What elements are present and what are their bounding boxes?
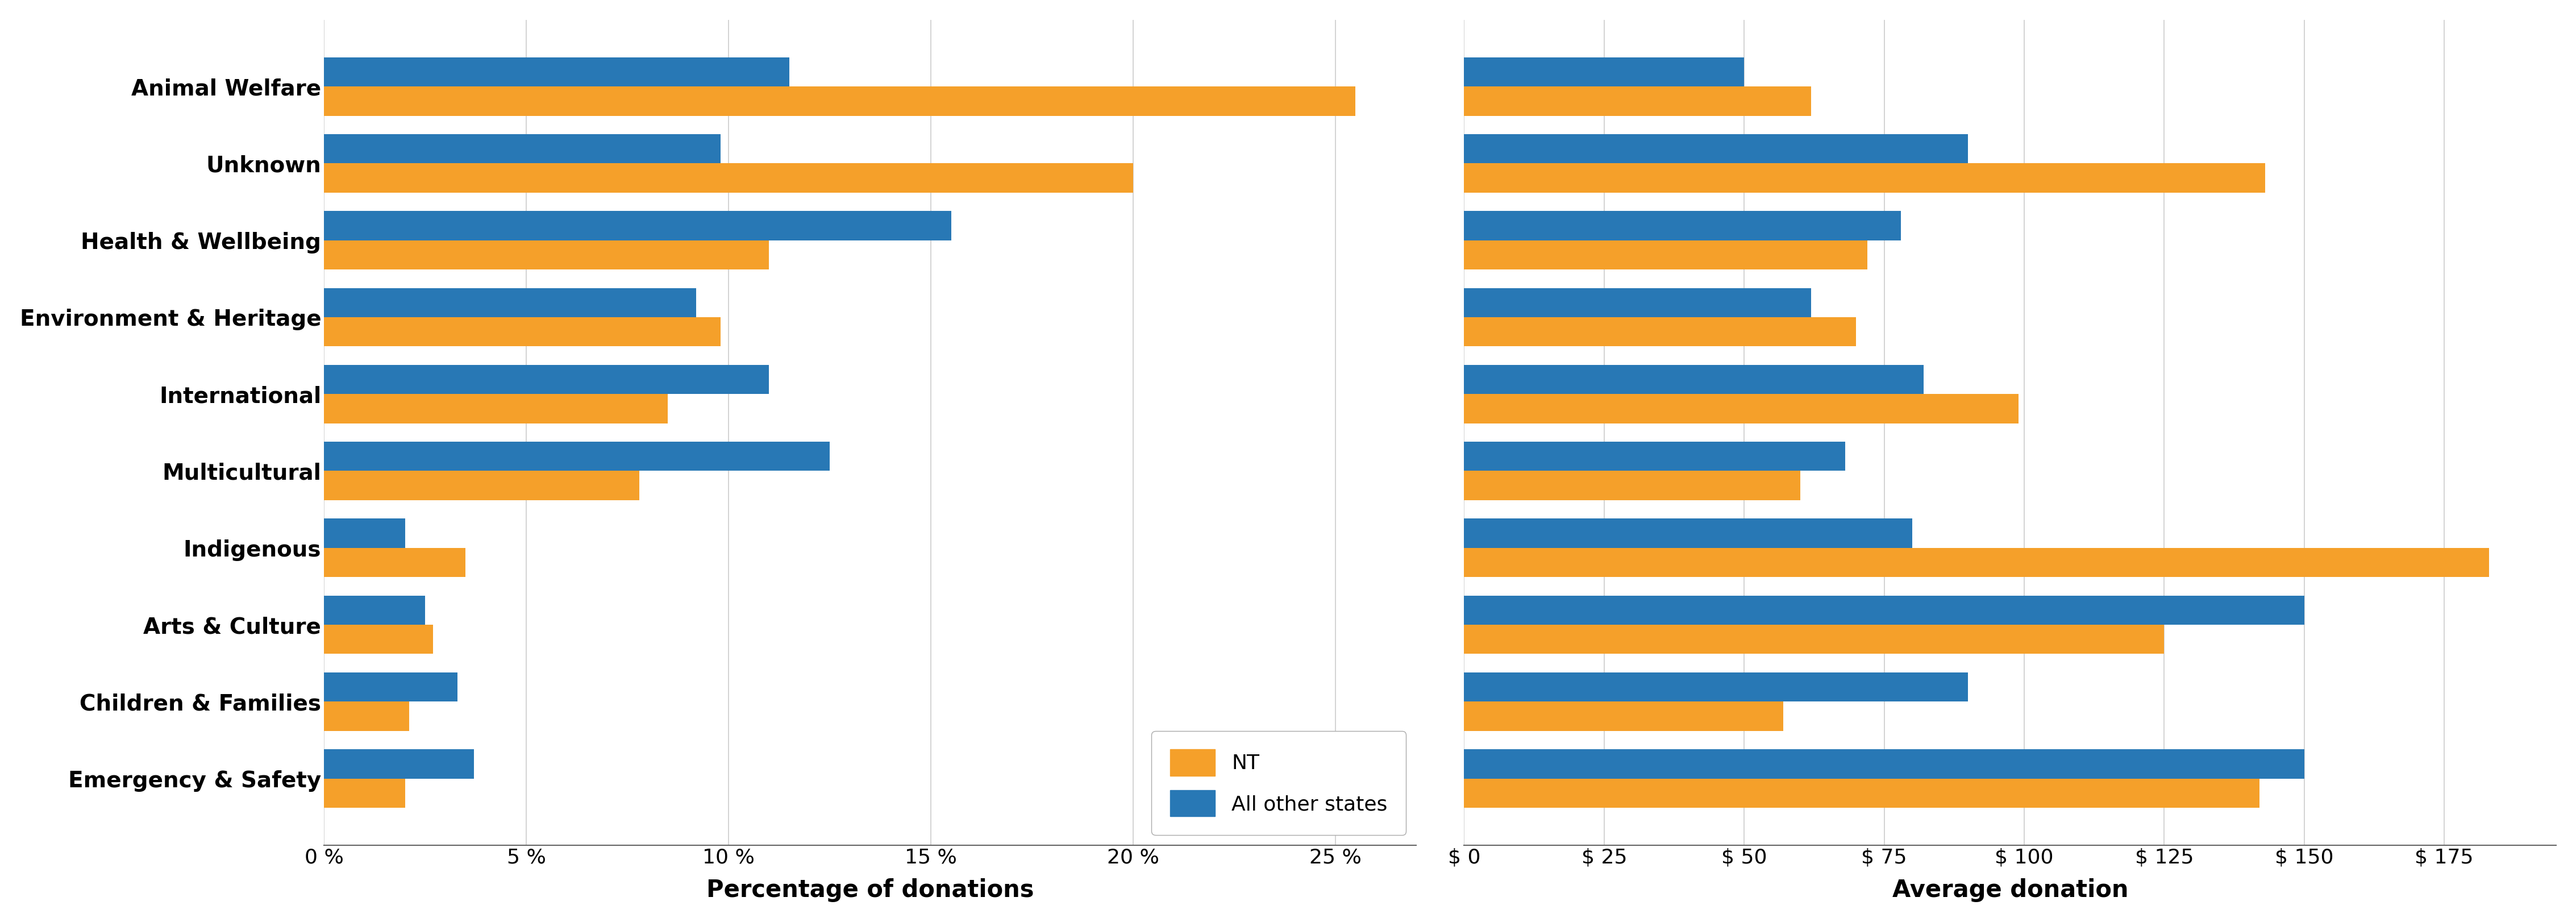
Bar <box>325 778 404 808</box>
Bar <box>1463 365 1924 394</box>
Bar <box>325 288 696 317</box>
Bar <box>1463 702 1783 731</box>
Bar <box>325 518 404 548</box>
Bar <box>1463 211 1901 241</box>
Bar <box>325 702 410 731</box>
Bar <box>1463 394 2020 423</box>
Bar <box>1463 778 2259 808</box>
Bar <box>1463 596 2303 625</box>
Bar <box>325 596 425 625</box>
Bar <box>325 394 667 423</box>
Bar <box>1463 548 2488 577</box>
X-axis label: Average donation: Average donation <box>1893 879 2128 903</box>
Bar <box>325 57 788 87</box>
Bar <box>325 625 433 654</box>
Bar <box>1463 317 1857 347</box>
Bar <box>1463 518 1911 548</box>
Bar <box>325 548 466 577</box>
Bar <box>1463 288 1811 317</box>
Bar <box>325 87 1355 115</box>
Bar <box>325 365 770 394</box>
Bar <box>325 317 721 347</box>
Bar <box>1463 442 1844 471</box>
Bar <box>1463 87 1811 115</box>
Bar <box>325 163 1133 193</box>
Legend: NT, All other states: NT, All other states <box>1151 731 1406 835</box>
Bar <box>325 442 829 471</box>
Bar <box>325 672 459 702</box>
Bar <box>325 241 770 269</box>
Bar <box>325 211 951 241</box>
Bar <box>1463 471 1801 500</box>
X-axis label: Percentage of donations: Percentage of donations <box>706 879 1033 903</box>
Bar <box>1463 57 1744 87</box>
Bar <box>1463 163 2264 193</box>
Bar <box>325 135 721 163</box>
Bar <box>1463 135 1968 163</box>
Bar <box>325 471 639 500</box>
Bar <box>1463 750 2303 778</box>
Bar <box>1463 625 2164 654</box>
Bar <box>1463 241 1868 269</box>
Bar <box>1463 672 1968 702</box>
Bar <box>325 750 474 778</box>
